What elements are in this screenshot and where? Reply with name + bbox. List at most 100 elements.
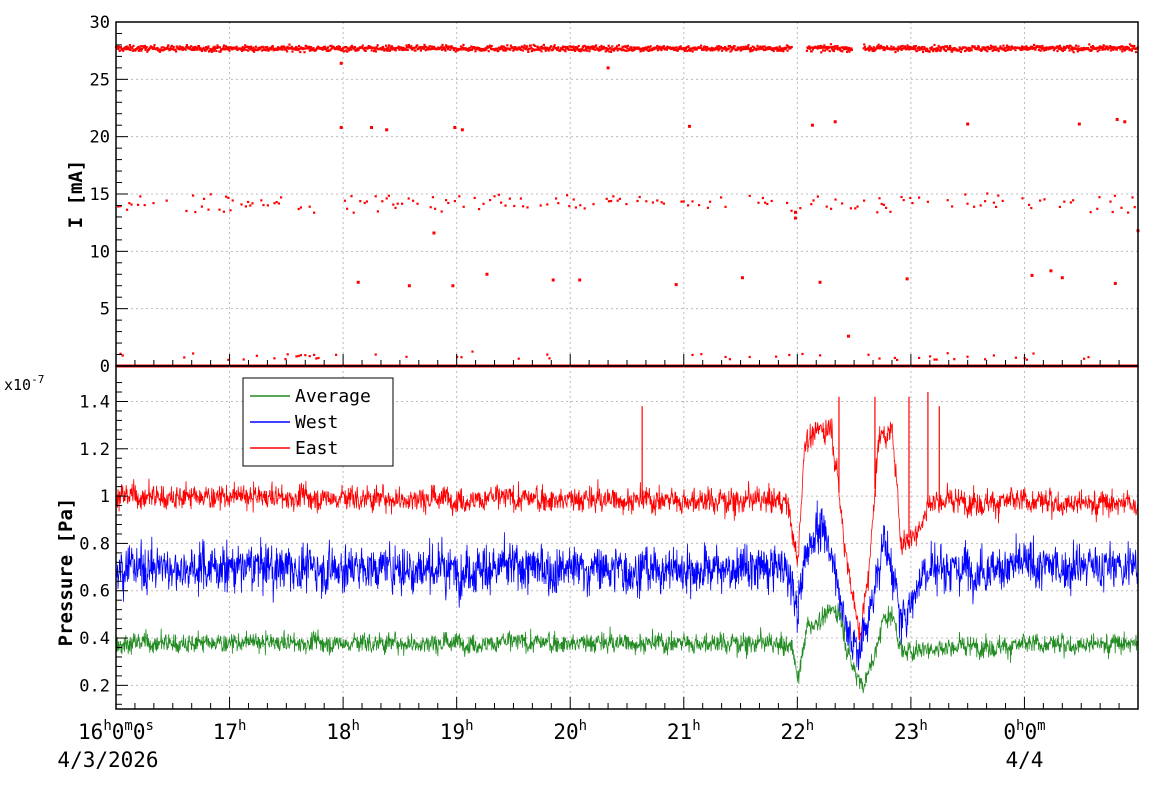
current-point (1030, 47, 1033, 50)
current-point (952, 48, 955, 52)
current-point (514, 46, 517, 49)
current-point (226, 48, 229, 51)
current-point (524, 47, 527, 51)
current-point (691, 353, 694, 357)
current-point (513, 48, 516, 51)
current-point (656, 199, 659, 202)
current-point (769, 46, 772, 49)
current-point (896, 358, 899, 362)
current-point (1058, 47, 1061, 51)
current-point (185, 209, 188, 213)
current-point (116, 45, 119, 48)
time-tick-label: 23h (894, 718, 928, 744)
current-point (449, 46, 452, 49)
current-point (365, 200, 368, 203)
current-point (810, 123, 814, 127)
current-point (298, 44, 301, 48)
current-point (1070, 47, 1073, 51)
current-point (461, 46, 464, 49)
current-point (497, 49, 500, 53)
current-point (460, 48, 463, 51)
current-point (691, 47, 694, 50)
current-point (930, 46, 934, 49)
current-point (184, 48, 187, 51)
current-point (706, 206, 709, 209)
current-point (711, 49, 714, 52)
current-point (875, 46, 878, 49)
current-point (900, 48, 903, 51)
current-point (190, 45, 193, 48)
current-point (217, 46, 220, 49)
current-point (989, 44, 992, 47)
pressure-series-west (115, 500, 1139, 671)
current-point (921, 48, 924, 51)
current-point (200, 48, 203, 51)
current-point (910, 47, 913, 50)
current-point (1074, 44, 1078, 47)
current-point (1098, 196, 1101, 199)
current-point (117, 47, 120, 50)
current-point (253, 50, 256, 53)
current-point (374, 353, 377, 356)
current-point (793, 216, 797, 220)
current-point (1006, 48, 1009, 52)
current-point (688, 47, 691, 50)
current-point (225, 47, 228, 51)
current-point (370, 46, 373, 49)
current-point (1083, 357, 1086, 360)
current-point (889, 210, 892, 213)
current-point (932, 48, 935, 51)
current-point (772, 49, 775, 53)
current-y-tick-label: 10 (90, 242, 110, 262)
current-point (1027, 48, 1030, 51)
current-point (827, 46, 831, 49)
current-point (329, 44, 332, 48)
current-point (893, 356, 896, 360)
current-point (431, 47, 434, 50)
current-point (589, 46, 592, 49)
current-point (951, 205, 954, 208)
current-point (757, 48, 760, 51)
current-point (605, 46, 608, 50)
current-point (610, 50, 613, 53)
current-point (322, 48, 325, 51)
current-point (528, 47, 531, 51)
current-point (1001, 199, 1004, 202)
current-point (574, 46, 577, 49)
current-point (767, 46, 770, 49)
current-point (152, 202, 155, 205)
current-point (206, 47, 209, 51)
current-point (277, 46, 280, 49)
current-point (933, 43, 936, 47)
current-point (489, 46, 492, 49)
current-point (536, 46, 539, 49)
current-point (224, 45, 227, 48)
current-point (1061, 47, 1064, 50)
current-point (241, 45, 244, 49)
current-point (598, 49, 601, 52)
current-point (467, 49, 470, 52)
current-point (772, 47, 775, 50)
current-point (732, 47, 735, 50)
current-point (407, 46, 410, 49)
current-point (602, 45, 605, 48)
current-point (1114, 47, 1117, 50)
pressure-line-series (115, 392, 1139, 694)
current-point (474, 50, 477, 53)
current-point (273, 357, 276, 360)
current-point (1088, 43, 1091, 46)
current-point (933, 358, 936, 361)
current-point (674, 46, 677, 50)
pressure-y-tick-label: 0.4 (79, 629, 110, 649)
current-point (278, 46, 281, 50)
current-point (990, 45, 994, 48)
current-point (548, 357, 551, 360)
current-point (317, 45, 320, 48)
current-point (809, 46, 812, 49)
current-point (521, 45, 524, 48)
current-point (760, 47, 763, 50)
current-point (490, 44, 493, 48)
current-point (936, 46, 939, 50)
current-point (724, 46, 727, 50)
current-point (869, 46, 872, 49)
